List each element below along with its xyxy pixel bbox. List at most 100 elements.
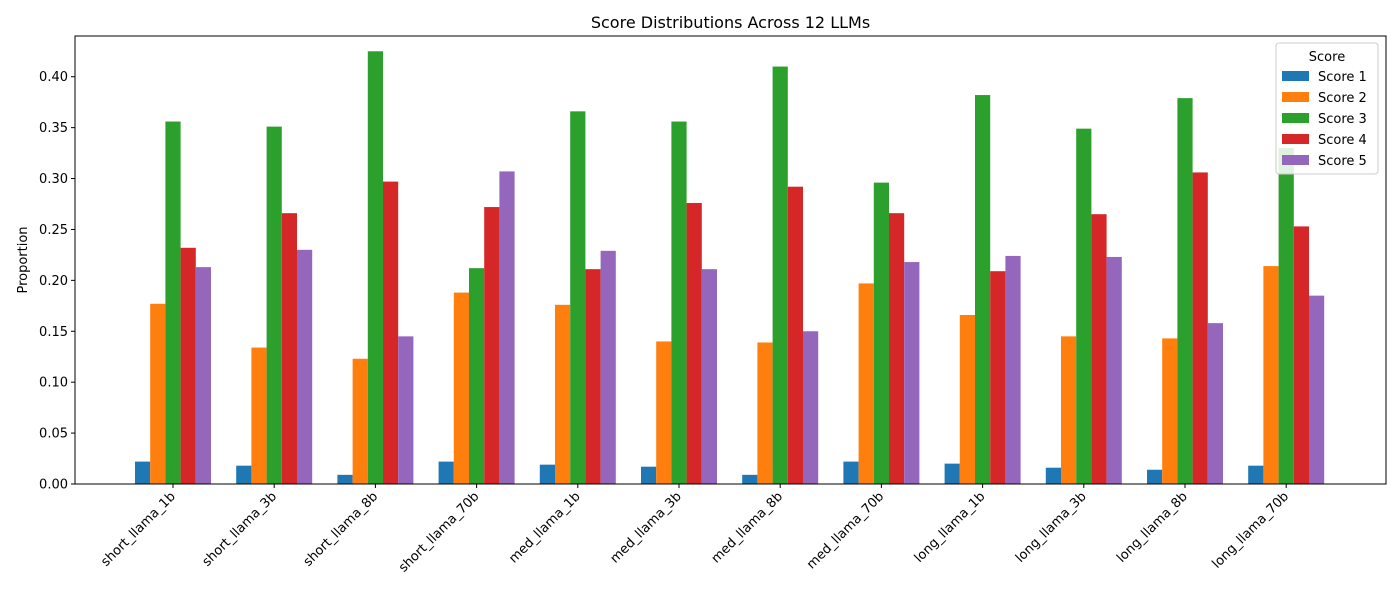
- bar-short_llama_70b-score-2: [453, 292, 469, 484]
- bar-med_llama_70b-score-4: [889, 213, 905, 484]
- legend-swatch: [1282, 113, 1309, 123]
- y-tick-label: 0.20: [39, 274, 68, 289]
- bar-long_llama_70b-score-4: [1293, 226, 1309, 484]
- bar-long_llama_3b-score-3: [1076, 128, 1092, 484]
- x-tick-label: med_llama_70b: [804, 489, 887, 572]
- y-tick-label: 0.30: [39, 172, 68, 187]
- y-tick-label: 0.40: [39, 70, 68, 85]
- bar-short_llama_1b-score-1: [135, 461, 151, 484]
- legend-title: Score: [1309, 50, 1345, 65]
- bar-long_llama_1b-score-2: [959, 314, 975, 484]
- x-tick-label: short_llama_70b: [396, 489, 482, 575]
- bar-short_llama_3b-score-1: [236, 465, 252, 484]
- bar-short_llama_3b-score-3: [266, 126, 282, 485]
- bar-long_llama_8b-score-2: [1162, 338, 1178, 484]
- bar-long_llama_3b-score-5: [1106, 256, 1122, 484]
- x-tick-label: med_llama_3b: [608, 489, 685, 566]
- legend: Score Score 1 Score 2 Score 3 Score 4 Score 5: [1275, 42, 1379, 175]
- bar-long_llama_8b-score-4: [1192, 172, 1208, 484]
- legend-swatch: [1282, 71, 1309, 81]
- bar-med_llama_8b-score-5: [803, 331, 819, 484]
- bar-med_llama_1b-score-3: [570, 111, 586, 484]
- bar-long_llama_70b-score-3: [1278, 148, 1294, 484]
- x-tick-label: long_llama_3b: [1013, 489, 1090, 566]
- bar-short_llama_70b-score-5: [499, 171, 515, 484]
- bar-long_llama_70b-score-1: [1248, 465, 1264, 484]
- bar-short_llama_8b-score-4: [383, 181, 399, 484]
- bar-short_llama_1b-score-3: [165, 121, 181, 484]
- bar-long_llama_3b-score-1: [1045, 467, 1061, 484]
- bar-short_llama_1b-score-2: [150, 303, 166, 484]
- bar-short_llama_70b-score-4: [484, 207, 500, 484]
- x-tick-label: med_llama_1b: [506, 489, 583, 566]
- bar-med_llama_8b-score-4: [787, 186, 803, 484]
- bar-short_llama_8b-score-3: [367, 51, 383, 484]
- bar-med_llama_3b-score-2: [656, 341, 672, 484]
- y-tick-label: 0.25: [39, 223, 68, 238]
- bar-long_llama_1b-score-1: [944, 463, 960, 484]
- bar-med_llama_1b-score-2: [555, 304, 571, 484]
- legend-swatch: [1282, 134, 1309, 144]
- bar-long_llama_1b-score-5: [1005, 255, 1021, 484]
- legend-label: Score 4: [1318, 133, 1367, 148]
- y-tick-label: 0.15: [39, 325, 68, 340]
- bar-long_llama_1b-score-4: [990, 271, 1006, 484]
- bar-med_llama_3b-score-3: [671, 121, 687, 484]
- bar-short_llama_3b-score-5: [297, 249, 313, 484]
- bar-long_llama_8b-score-3: [1177, 98, 1193, 484]
- bar-med_llama_1b-score-5: [600, 250, 616, 484]
- bars-group: [135, 51, 1325, 485]
- bar-med_llama_70b-score-2: [858, 283, 874, 484]
- x-axis: short_llama_1b short_llama_3b short_llama_…: [98, 484, 1292, 576]
- bar-long_llama_8b-score-5: [1207, 323, 1223, 484]
- legend-label: Score 1: [1318, 70, 1367, 85]
- x-tick-label: long_llama_1b: [912, 489, 989, 566]
- bar-short_llama_8b-score-5: [398, 336, 414, 484]
- bar-med_llama_70b-score-1: [843, 461, 859, 484]
- bar-med_llama_1b-score-1: [539, 464, 555, 484]
- legend-label: Score 3: [1318, 112, 1367, 127]
- x-tick-label: med_llama_8b: [709, 489, 786, 566]
- bar-long_llama_8b-score-1: [1147, 469, 1163, 484]
- legend-label: Score 5: [1318, 154, 1367, 169]
- y-tick-label: 0.05: [39, 427, 68, 442]
- x-tick-label: long_llama_70b: [1210, 489, 1292, 571]
- x-tick-label: long_llama_8b: [1114, 489, 1191, 566]
- bar-med_llama_1b-score-4: [585, 269, 601, 484]
- legend-swatch: [1282, 92, 1309, 102]
- y-axis-label: Proportion: [16, 226, 31, 293]
- bar-med_llama_8b-score-2: [757, 342, 773, 484]
- bar-med_llama_8b-score-3: [772, 66, 788, 484]
- y-axis: 0.00 0.05 0.10 0.15 0.20 0.25 0.30 0.35 0.40: [39, 70, 75, 493]
- y-tick-label: 0.35: [39, 121, 68, 136]
- bar-med_llama_70b-score-3: [873, 182, 889, 485]
- legend-swatch: [1282, 155, 1309, 165]
- legend-label: Score 2: [1318, 91, 1367, 106]
- bar-med_llama_3b-score-5: [701, 269, 717, 484]
- bar-short_llama_1b-score-5: [195, 267, 211, 484]
- y-tick-label: 0.00: [39, 478, 68, 493]
- x-tick-label: short_llama_1b: [98, 489, 178, 569]
- bar-short_llama_70b-score-1: [438, 461, 454, 484]
- bar-short_llama_70b-score-3: [469, 268, 485, 484]
- x-tick-label: short_llama_8b: [301, 489, 381, 569]
- bar-long_llama_70b-score-5: [1309, 295, 1325, 484]
- plot-frame: [74, 35, 1387, 485]
- bar-med_llama_3b-score-4: [686, 202, 702, 484]
- bar-med_llama_3b-score-1: [641, 466, 657, 484]
- bar-med_llama_70b-score-5: [904, 262, 920, 484]
- bar-long_llama_1b-score-3: [975, 95, 991, 485]
- y-tick-label: 0.10: [39, 376, 68, 391]
- bar-short_llama_1b-score-4: [180, 247, 196, 484]
- bar-short_llama_8b-score-1: [337, 474, 353, 484]
- bar-short_llama_3b-score-4: [281, 213, 297, 484]
- bar-short_llama_3b-score-2: [251, 347, 267, 484]
- x-tick-label: short_llama_3b: [200, 489, 280, 569]
- bar-long_llama_70b-score-2: [1263, 266, 1279, 484]
- chart-title: Score Distributions Across 12 LLMs: [591, 13, 870, 32]
- bar-med_llama_8b-score-1: [742, 474, 758, 484]
- bar-long_llama_3b-score-2: [1061, 336, 1077, 484]
- bar-long_llama_3b-score-4: [1091, 214, 1107, 484]
- bar-short_llama_8b-score-2: [352, 358, 368, 484]
